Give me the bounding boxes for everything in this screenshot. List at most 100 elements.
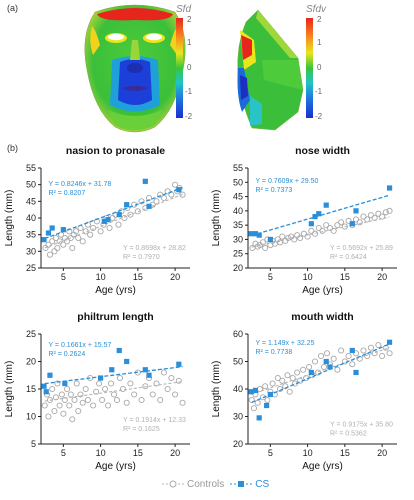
x-axis-label: Age (yrs) [95, 285, 136, 296]
control-point [54, 244, 61, 252]
x-axis-label: Age (yrs) [95, 461, 136, 472]
control-point [75, 407, 82, 415]
cs-fit-equation: Y = 0.1661x + 15.57 [48, 342, 111, 349]
control-point [49, 385, 56, 393]
open-circle-icon [162, 480, 184, 488]
control-point [352, 216, 360, 223]
cs-point [176, 361, 182, 367]
panel-a-label: (a) [7, 3, 18, 13]
controls-fit-equation: Y = 0.8698x + 28.82 [123, 245, 186, 252]
control-point [323, 222, 330, 229]
cs-point [124, 202, 130, 208]
control-point [97, 228, 104, 235]
control-point [179, 191, 186, 198]
control-point [153, 198, 160, 205]
control-point [160, 194, 167, 202]
control-point [56, 238, 63, 245]
cs-point [248, 231, 254, 237]
control-point [127, 211, 134, 218]
control-point [360, 347, 367, 354]
x-tick-label: 20 [170, 272, 180, 282]
cs-fit-equation: Y = 1.149x + 32.25 [255, 340, 314, 347]
x-axis-label: Age (yrs) [302, 461, 343, 472]
cs-point [349, 221, 355, 227]
y-tick-label: 25 [26, 329, 36, 339]
x-tick-label: 10 [303, 448, 313, 458]
cs-point [60, 227, 66, 233]
control-point [82, 385, 89, 393]
cs-point [386, 185, 393, 191]
chart-title: nasion to pronasale [66, 145, 165, 157]
x-axis-label: Age (yrs) [302, 285, 343, 296]
frontal-face-map [84, 4, 186, 133]
control-point [72, 228, 80, 235]
control-point [175, 377, 182, 384]
controls-fit-line [44, 381, 183, 402]
y-axis-label: Length (mm) [211, 361, 222, 418]
cs-fit-r2: R² = 0.7738 [255, 349, 292, 356]
y-tick-label: 55 [26, 163, 36, 173]
x-tick-label: 15 [340, 448, 350, 458]
control-point [172, 181, 179, 188]
control-point [306, 363, 313, 371]
control-point [164, 188, 171, 195]
control-point [123, 399, 130, 406]
y-tick-label: 60 [233, 329, 243, 339]
control-point [250, 405, 258, 412]
control-point [160, 369, 167, 376]
control-point [284, 372, 291, 379]
y-axis-label: Length (mm) [211, 190, 222, 247]
control-point [79, 399, 86, 406]
cs-point [142, 367, 148, 373]
control-point [110, 391, 118, 398]
control-point [300, 230, 307, 237]
control-point [51, 248, 58, 255]
control-point [115, 221, 122, 228]
y-tick-label: 30 [233, 412, 243, 422]
control-point [84, 396, 91, 404]
control-point [42, 244, 49, 252]
y-tick-label: 20 [233, 263, 243, 273]
control-point [317, 352, 325, 360]
x-tick-label: 20 [170, 448, 180, 458]
x-tick-label: 5 [61, 272, 66, 282]
cs-point [264, 402, 270, 409]
control-point [149, 391, 156, 398]
control-point [254, 399, 261, 406]
control-point [157, 396, 164, 404]
control-point [326, 224, 333, 232]
y-tick-label: 20 [26, 357, 36, 367]
control-point [90, 402, 97, 409]
control-point [41, 402, 48, 409]
cs-fit-r2: R² = 0.7373 [255, 187, 292, 194]
colorbar-1-tick: 2 [187, 15, 192, 24]
control-point [54, 380, 61, 387]
cs-point [256, 232, 262, 238]
control-point [52, 234, 59, 242]
x-tick-label: 20 [377, 272, 387, 282]
chart-nose-width: nose width 5 10 15 20 20 25 30 35 40 45 50 55 Age (yr… [211, 145, 397, 296]
cs-point [101, 218, 107, 224]
control-point [73, 380, 80, 387]
control-point [279, 233, 286, 240]
colorbar-2-title: Sfdv [306, 4, 327, 15]
control-point [330, 355, 337, 362]
control-point [375, 210, 382, 217]
panel-b-label: (b) [7, 143, 18, 153]
control-point [113, 396, 121, 404]
control-point [345, 217, 352, 224]
filled-square-icon [230, 481, 253, 487]
control-point [330, 227, 337, 234]
x-tick-label: 5 [268, 448, 273, 458]
control-point [157, 191, 164, 198]
control-point [338, 347, 345, 354]
cs-point [267, 391, 273, 398]
control-point [58, 391, 65, 398]
x-tick-label: 15 [133, 448, 143, 458]
y-axis-label: Length (mm) [4, 361, 15, 418]
control-point [127, 380, 134, 387]
control-point [60, 410, 67, 417]
control-point [131, 391, 138, 398]
x-tick-label: 20 [377, 448, 387, 458]
controls-fit-equation: Y = 0.5692x + 25.89 [330, 245, 393, 252]
